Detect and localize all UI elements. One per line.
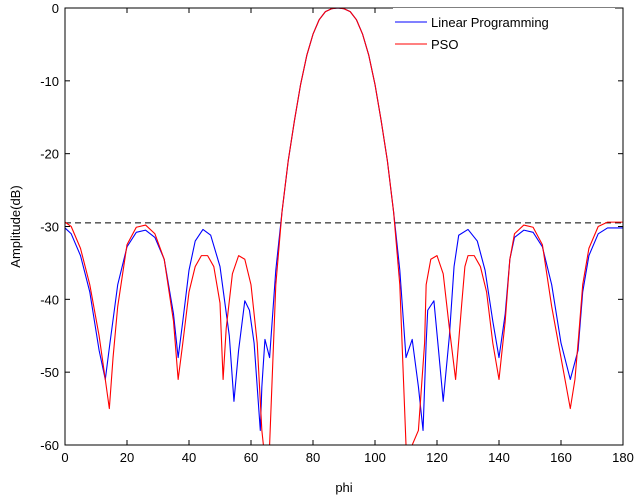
x-tick-label: 80 xyxy=(306,450,320,465)
y-tick-label: 0 xyxy=(52,1,59,16)
y-tick-label: -60 xyxy=(40,438,59,453)
legend: Linear Programming PSO xyxy=(393,8,615,60)
y-tick-label: -40 xyxy=(40,292,59,307)
x-tick-label: 40 xyxy=(182,450,196,465)
y-tick-label: -10 xyxy=(40,74,59,89)
x-tick-label: 120 xyxy=(426,450,448,465)
x-tick-label: 180 xyxy=(612,450,634,465)
x-tick-label: 60 xyxy=(244,450,258,465)
legend-label-pso: PSO xyxy=(431,37,458,52)
x-tick-label: 140 xyxy=(488,450,510,465)
x-tick-label: 20 xyxy=(120,450,134,465)
y-tick-label: -30 xyxy=(40,220,59,235)
x-tick-label: 100 xyxy=(364,450,386,465)
x-axis-label: phi xyxy=(335,480,352,495)
legend-label-linear-programming: Linear Programming xyxy=(431,15,549,30)
series-group xyxy=(65,8,623,445)
y-tick-label: -50 xyxy=(40,365,59,380)
axis-ticks: 0 20 40 60 80 100 120 140 160 180 0 -10 -20 -30 -40 -50… xyxy=(40,1,634,465)
y-tick-label: -20 xyxy=(40,147,59,162)
x-tick-label: 160 xyxy=(550,450,572,465)
y-axis-label: Amplitude(dB) xyxy=(8,185,23,267)
x-tick-label: 0 xyxy=(61,450,68,465)
legend-box xyxy=(393,8,615,60)
series-line-pso xyxy=(65,8,623,445)
